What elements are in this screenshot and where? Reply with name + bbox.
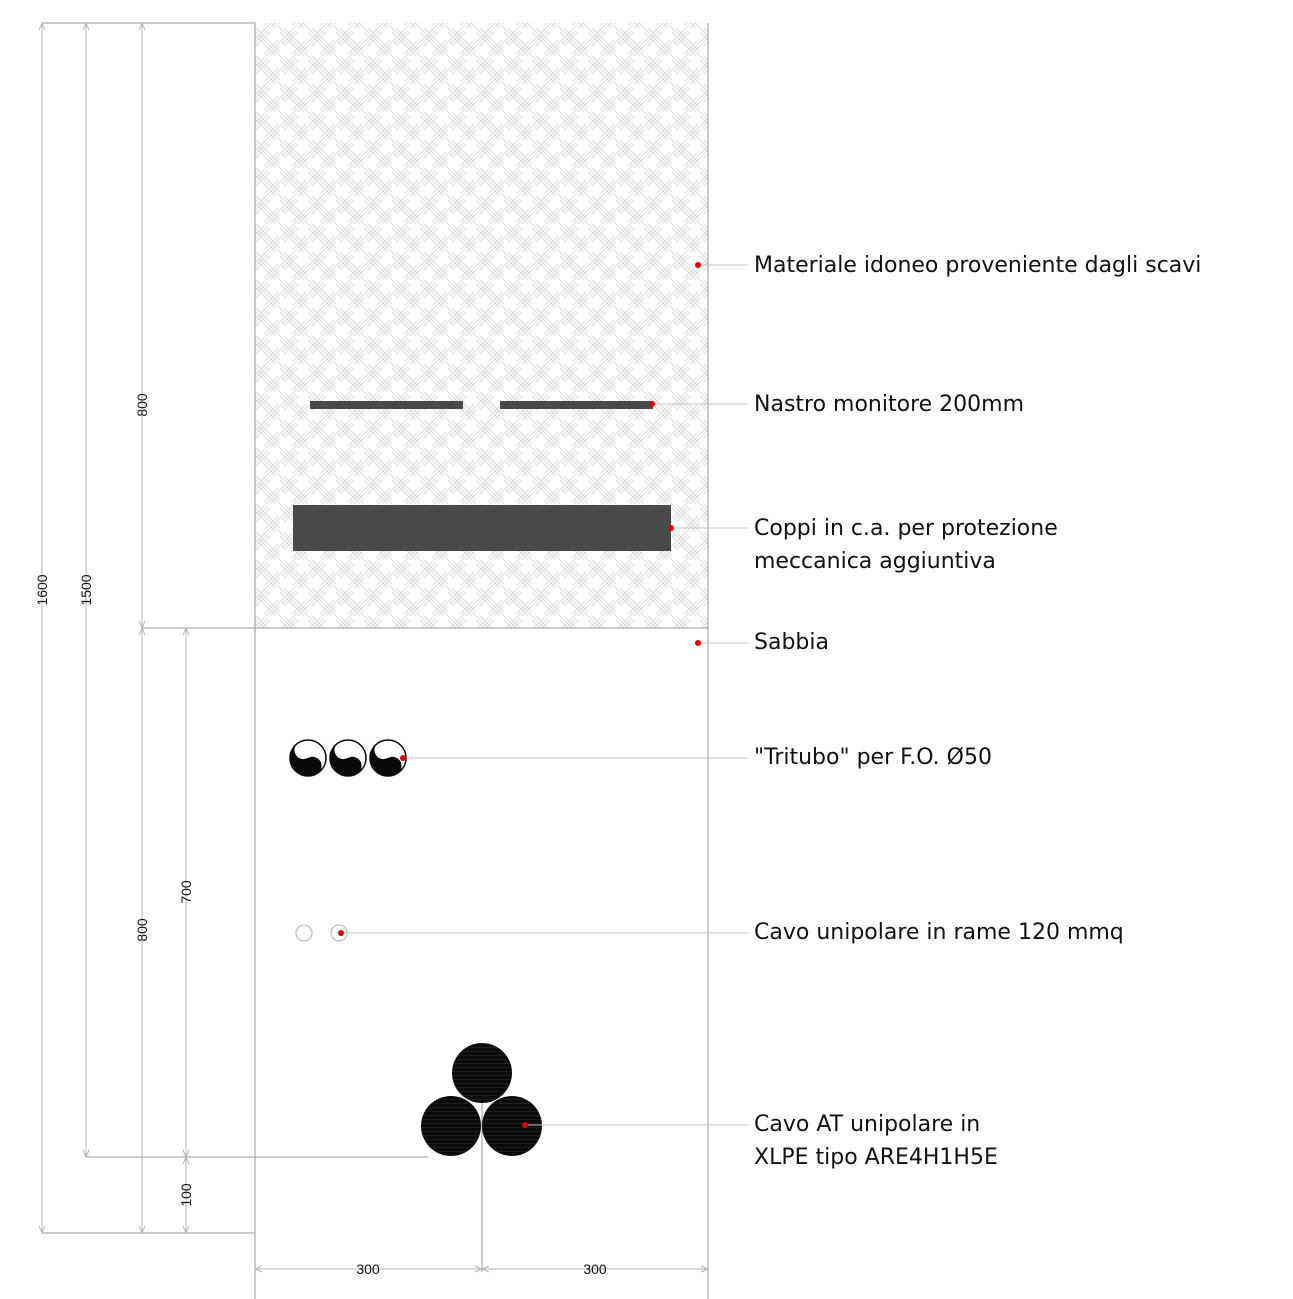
fiber-duct-group: [289, 739, 407, 777]
label-protection-line1: Coppi in c.a. per protezione: [754, 516, 1058, 541]
warning-tape-left: [310, 401, 463, 409]
leader-dot-earth: [338, 930, 344, 936]
label-warning-tape: Nastro monitore 200mm: [754, 388, 1024, 421]
dim-half-width-left: 300: [356, 1261, 380, 1277]
concrete-protection-slab: [293, 505, 671, 551]
dim-sand-depth: 800: [134, 918, 150, 942]
dim-cover-depth: 1500: [78, 574, 94, 605]
label-hv-cable-line2: XLPE tipo ARE4H1H5E: [754, 1145, 998, 1170]
leader-dot-tape: [649, 401, 655, 407]
leader-dot-fill: [695, 262, 701, 268]
leader-dot-hv: [522, 1122, 528, 1128]
label-hv-cable: Cavo AT unipolare in XLPE tipo ARE4H1H5E: [754, 1108, 998, 1174]
dim-total-depth: 1600: [34, 574, 50, 605]
fiber-duct-3: [369, 739, 407, 777]
label-sand-text: Sabbia: [754, 630, 829, 655]
dim-fill-depth: 800: [134, 393, 150, 417]
label-protection: Coppi in c.a. per protezione meccanica a…: [754, 512, 1058, 578]
label-fiber-duct: "Tritubo" per F.O. Ø50: [754, 741, 992, 774]
leader-dot-slab: [668, 525, 674, 531]
dim-sand-to-cable: 700: [178, 880, 194, 904]
label-fiber-duct-text: "Tritubo" per F.O. Ø50: [754, 745, 992, 770]
warning-tape-right: [500, 401, 653, 409]
hv-cable-right: [482, 1096, 542, 1156]
fiber-duct-2: [329, 739, 367, 777]
fiber-duct-1: [289, 739, 327, 777]
label-fill-material-text: Materiale idoneo proveniente dagli scavi: [754, 253, 1202, 278]
hv-cable-left: [421, 1096, 481, 1156]
leader-dot-sand: [695, 640, 701, 646]
hv-cable-top: [452, 1043, 512, 1103]
leader-dot-duct: [400, 755, 406, 761]
label-earth-cable-text: Cavo unipolare in rame 120 mmq: [754, 920, 1124, 945]
earth-cable-left: [295, 924, 313, 942]
label-protection-line2: meccanica aggiuntiva: [754, 549, 996, 574]
dim-half-width-right: 300: [583, 1261, 607, 1277]
dim-bedding: 100: [178, 1183, 194, 1207]
label-hv-cable-line1: Cavo AT unipolare in: [754, 1112, 981, 1137]
label-sand: Sabbia: [754, 626, 829, 659]
label-earth-cable: Cavo unipolare in rame 120 mmq: [754, 916, 1124, 949]
label-fill-material: Materiale idoneo proveniente dagli scavi: [754, 249, 1201, 282]
label-warning-tape-text: Nastro monitore 200mm: [754, 392, 1025, 417]
